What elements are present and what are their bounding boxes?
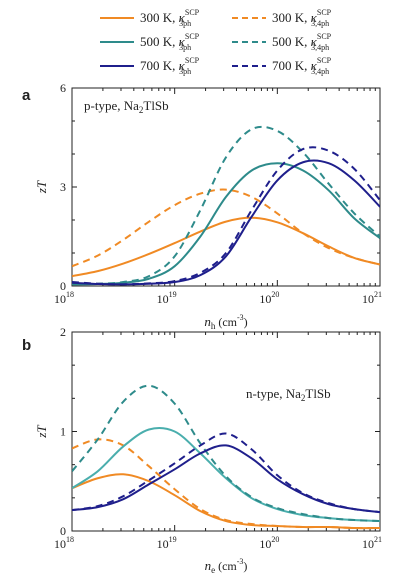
series-line xyxy=(72,146,380,286)
x-tick-label: 1021 xyxy=(362,290,382,306)
x-tick-label: 1021 xyxy=(362,535,382,551)
y-tick-label: 3 xyxy=(60,180,66,194)
y-axis-label: zT xyxy=(34,425,49,439)
series-line xyxy=(72,188,380,268)
panel-a: a 0 3 6 1018 1019 1020 1021 zT nh (cm-3) p-type, N… xyxy=(22,81,382,331)
x-tick-label: 1020 xyxy=(259,535,279,551)
x-axis-label: nh (cm-3) xyxy=(204,313,247,331)
series-line xyxy=(72,125,380,286)
legend-label: 700 K, κSCP 3ph xyxy=(140,56,200,76)
series-line xyxy=(72,432,380,514)
x-tick-label: 1019 xyxy=(157,535,177,551)
y-tick-label: 2 xyxy=(60,325,66,339)
x-tick-label: 1020 xyxy=(259,290,279,306)
legend-label: 500 K, κSCP 3,4ph xyxy=(272,32,332,52)
x-tick-label: 1018 xyxy=(54,290,74,306)
legend-label: 300 K, κSCP 3,4ph xyxy=(272,8,332,28)
legend-label: 700 K, κSCP 3,4ph xyxy=(272,56,332,76)
series-line xyxy=(72,216,380,278)
y-axis-label: zT xyxy=(34,180,49,194)
legend-label: 500 K, κSCP 3ph xyxy=(140,32,200,52)
series-line xyxy=(72,384,380,523)
legend: 300 K, κSCP 3ph 300 K, κSCP 3,4ph 500 K, κSC… xyxy=(100,8,332,76)
series-line xyxy=(72,438,380,530)
x-axis-label: ne (cm-3) xyxy=(205,557,248,575)
panel-b: b 0 1 2 1018 1019 1020 1021 zT ne (cm-3) n-type, N… xyxy=(22,325,382,575)
x-tick-label: 1019 xyxy=(157,290,177,306)
x-tick-label: 1018 xyxy=(54,535,74,551)
material-annotation: n-type, Na2TlSb xyxy=(246,386,331,403)
panel-label: b xyxy=(22,337,31,354)
panel-label: a xyxy=(22,87,31,104)
legend-label: 300 K, κSCP 3ph xyxy=(140,8,200,28)
y-tick-label: 6 xyxy=(60,81,66,95)
material-annotation: p-type, Na2TlSb xyxy=(84,98,169,115)
y-tick-label: 1 xyxy=(60,425,66,439)
y-tick-label: 0 xyxy=(60,524,66,538)
y-tick-label: 0 xyxy=(60,279,66,293)
